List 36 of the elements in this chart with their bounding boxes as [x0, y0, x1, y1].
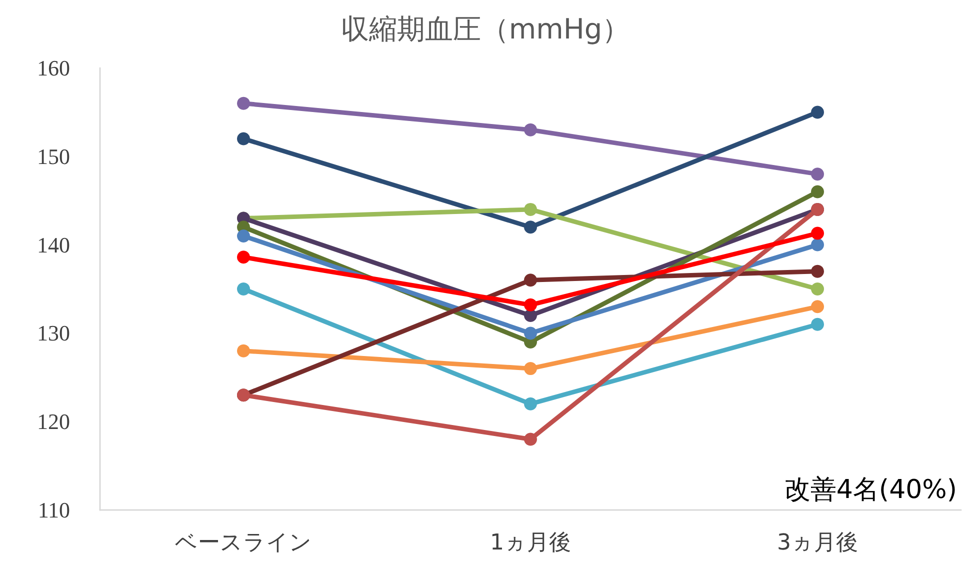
y-tick-label: 110	[38, 498, 70, 522]
y-tick-label: 160	[37, 56, 70, 80]
point	[811, 226, 824, 240]
point	[237, 282, 250, 296]
point	[811, 238, 824, 252]
point	[237, 132, 250, 146]
point	[237, 96, 250, 110]
point	[524, 123, 537, 136]
point	[811, 300, 824, 314]
point	[524, 274, 537, 287]
chart-title: 収縮期血圧（mmHg）	[340, 12, 630, 46]
x-tick-label: 3ヵ月後	[777, 530, 858, 556]
point	[524, 298, 537, 312]
point	[237, 250, 250, 264]
point	[524, 309, 537, 322]
point	[524, 362, 537, 376]
point	[524, 202, 537, 216]
point	[811, 106, 824, 119]
x-tick-label: 1ヵ月後	[490, 530, 571, 556]
point	[524, 397, 537, 410]
point	[524, 326, 537, 340]
y-tick-label: 120	[37, 409, 70, 434]
point	[811, 168, 824, 181]
point	[524, 432, 537, 446]
point	[237, 344, 250, 358]
y-tick-label: 130	[37, 320, 70, 346]
y-tick-label: 150	[37, 144, 70, 169]
x-tick-label: ベースライン	[175, 530, 312, 556]
point	[811, 185, 824, 198]
annotation: 改善4名(40%)	[784, 475, 958, 505]
point	[811, 282, 824, 296]
point	[524, 220, 537, 234]
point	[811, 318, 824, 331]
point	[237, 229, 250, 242]
point	[811, 264, 824, 278]
y-tick-label: 140	[37, 232, 70, 258]
